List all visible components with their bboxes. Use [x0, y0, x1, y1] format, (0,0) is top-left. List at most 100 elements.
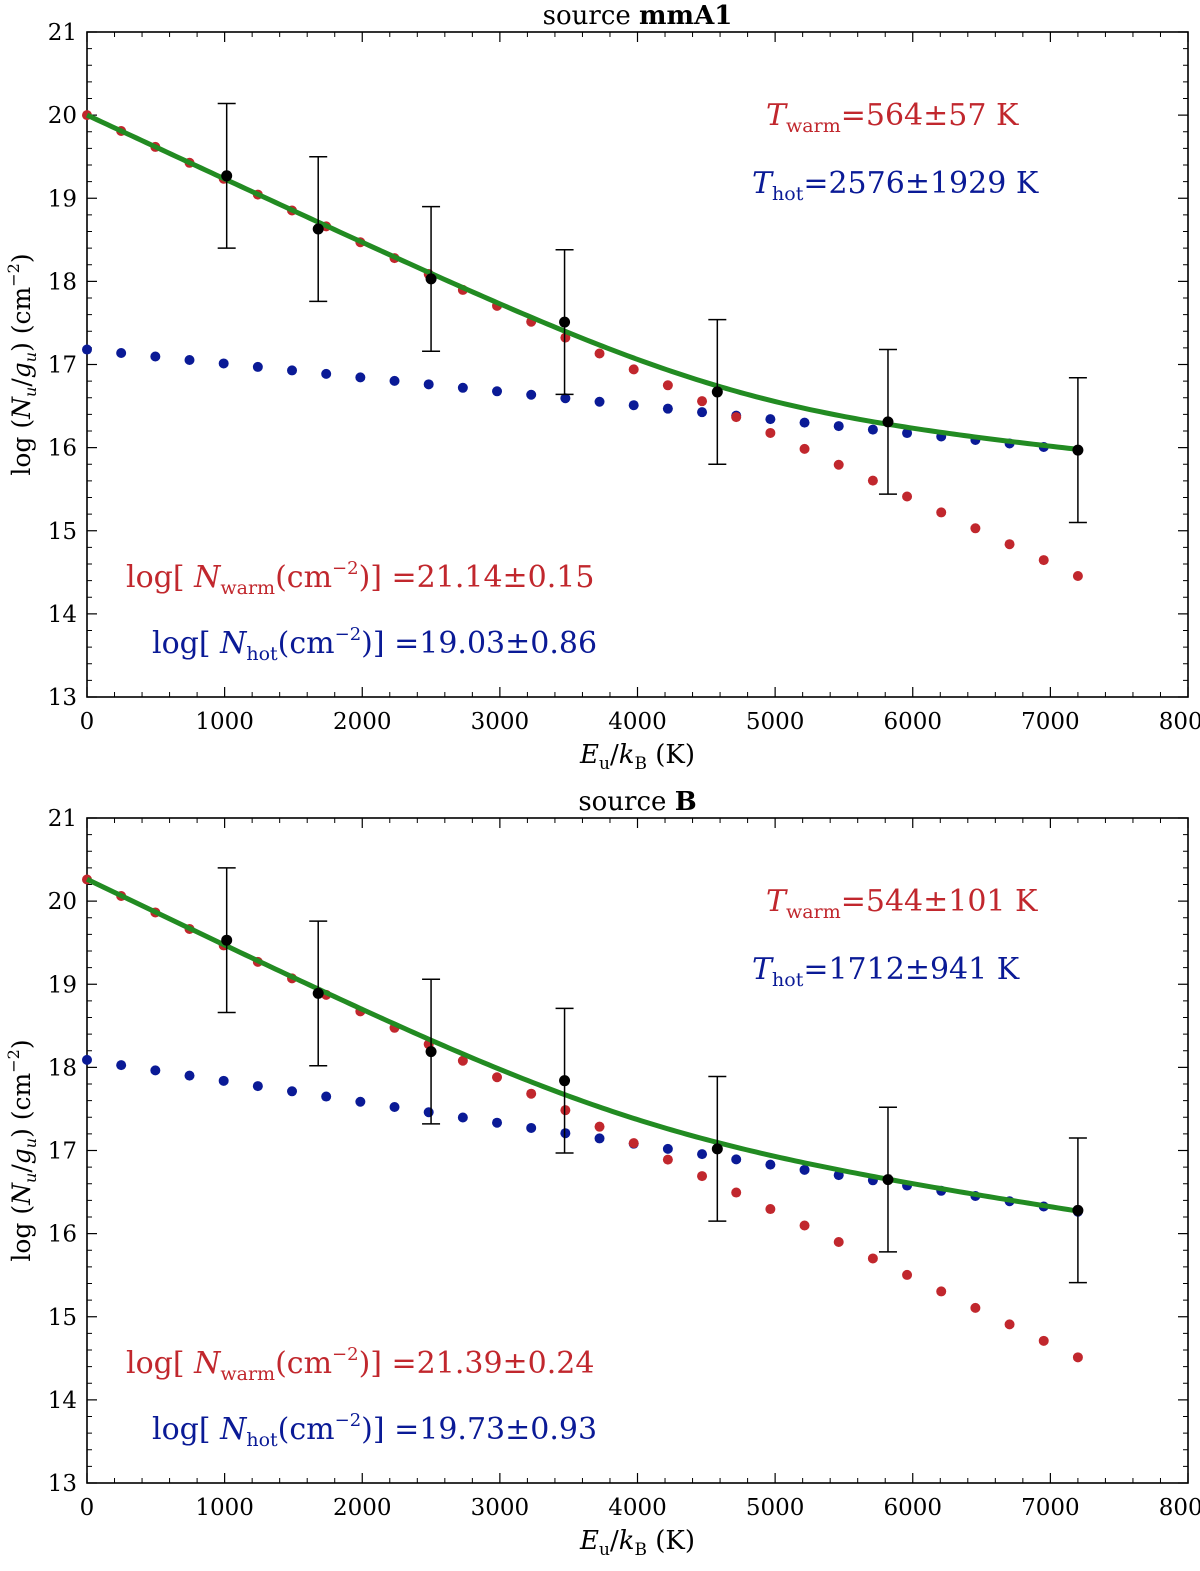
- n-warm-annotation: log[ Nwarm(cm−2)] =21.39±0.24: [126, 1344, 594, 1385]
- hot-model-point: [902, 428, 913, 439]
- t-hot-annotation: Thot=2576±1929 K: [752, 166, 1039, 205]
- observed-point: [711, 1143, 723, 1155]
- hot-model-point: [628, 400, 639, 411]
- hot-model-point: [150, 351, 161, 362]
- warm-model-point: [1072, 570, 1083, 581]
- total-fit-curve: [85, 877, 1079, 1214]
- y-tick-label: 17: [48, 1139, 77, 1165]
- x-tick-label: 1000: [195, 709, 254, 735]
- warm-model-point: [1004, 1319, 1015, 1330]
- warm-model-point: [902, 491, 913, 502]
- hot-model-point: [321, 368, 332, 379]
- hot-model-point: [799, 417, 810, 428]
- y-axis-label: log (Nu/gu) (cm−2): [4, 1039, 40, 1261]
- hot-model-point: [184, 1070, 195, 1081]
- n-hot-annotation: log[ Nhot(cm−2)] =19.73±0.93: [152, 1410, 597, 1451]
- y-tick-label: 16: [48, 1222, 77, 1248]
- warm-model-point: [594, 1121, 605, 1132]
- warm-model-point: [765, 427, 776, 438]
- y-tick-label: 13: [48, 1471, 77, 1497]
- warm-model-point: [970, 1302, 981, 1313]
- x-axis-label: Eu/kB (K): [579, 740, 695, 774]
- observed-point: [882, 416, 894, 428]
- y-tick-label: 19: [48, 972, 77, 998]
- x-tick-label: 0: [80, 1495, 95, 1521]
- y-tick-label: 20: [48, 889, 77, 915]
- observed-point: [221, 170, 233, 182]
- hot-model-point: [799, 1164, 810, 1175]
- warm-model-point: [867, 475, 878, 486]
- warm-model-point: [799, 443, 810, 454]
- observed-point: [882, 1174, 894, 1186]
- warm-model-point: [628, 364, 639, 375]
- warm-model-point: [765, 1204, 776, 1215]
- hot-model-point: [184, 354, 195, 365]
- observed-point: [559, 1075, 571, 1087]
- hot-model-point: [560, 1128, 571, 1139]
- x-axis-label: Eu/kB (K): [579, 1526, 695, 1560]
- axis-ticks: [86, 31, 1189, 698]
- warm-model-point: [1038, 555, 1049, 566]
- hot-model-point: [662, 403, 673, 414]
- x-tick-label: 8000: [1159, 1495, 1200, 1521]
- hot-model-point: [492, 386, 503, 397]
- warm-model-point: [457, 1055, 468, 1066]
- observed-point: [312, 223, 324, 235]
- hot-model-point: [287, 365, 298, 376]
- panel-B: 0 1000 2000 3000 4000 5000 6000 7000 8000 13 14 15 1…: [4, 787, 1200, 1560]
- observed-point: [425, 273, 437, 285]
- t-warm-annotation: Twarm=544±101 K: [766, 884, 1038, 923]
- y-tick-label: 16: [48, 436, 77, 462]
- warm-model-point: [731, 1187, 742, 1198]
- hot-model-point: [82, 1054, 92, 1065]
- warm-model-point: [697, 396, 708, 407]
- y-tick-label: 18: [48, 1055, 77, 1081]
- x-tick-label: 5000: [746, 709, 805, 735]
- x-tick-label: 4000: [608, 709, 667, 735]
- y-tick-label: 21: [48, 20, 77, 46]
- x-tick-label: 5000: [746, 1495, 805, 1521]
- warm-model-point: [526, 1088, 537, 1099]
- hot-model-point: [560, 393, 571, 404]
- hot-model-point: [731, 1154, 742, 1165]
- title-prefix: source: [578, 787, 674, 817]
- warm-model-point: [697, 1171, 708, 1182]
- warm-model-point: [628, 1138, 639, 1149]
- hot-model-point: [82, 344, 92, 355]
- warm-model-point: [662, 1154, 673, 1165]
- hot-model-point: [662, 1143, 673, 1154]
- y-tick-label: 18: [48, 269, 77, 295]
- y-axis-label: log (Nu/gu) (cm−2): [4, 253, 40, 475]
- observed-point: [1072, 444, 1084, 456]
- hot-model-point: [116, 1060, 127, 1071]
- warm-model-point: [1038, 1335, 1049, 1346]
- y-tick-label: 20: [48, 103, 77, 129]
- warm-model-point: [1004, 539, 1015, 550]
- observed-series: [217, 102, 1087, 524]
- hot-model-point: [765, 414, 776, 425]
- warm-model-point: [936, 507, 947, 518]
- hot-model-point: [389, 375, 400, 386]
- observed-point: [559, 316, 571, 328]
- hot-model-point: [526, 1122, 537, 1133]
- hot-model-point: [355, 372, 366, 383]
- warm-model-point: [833, 1236, 844, 1247]
- x-tick-label: 7000: [1021, 1495, 1080, 1521]
- warm-model-point: [560, 1105, 571, 1116]
- x-tick-label: 8000: [1159, 709, 1200, 735]
- hot-model-point: [389, 1102, 400, 1113]
- hot-model-point: [218, 1075, 229, 1086]
- hot-component-series: [82, 1054, 1083, 1217]
- hot-model-point: [697, 1149, 708, 1160]
- y-tick-label: 15: [48, 1305, 77, 1331]
- panel-mmA1: 0 1000 2000 3000 4000 5000 6000 7000 8000 13 14 15 1…: [4, 1, 1200, 774]
- title-source-name: B: [675, 787, 697, 817]
- n-hot-annotation: log[ Nhot(cm−2)] =19.03±0.86: [152, 624, 597, 665]
- y-tick-label: 14: [48, 602, 77, 628]
- warm-model-point: [799, 1220, 810, 1231]
- title-source-name: mmA1: [639, 1, 732, 31]
- chart-title: source B: [578, 787, 696, 817]
- hot-model-point: [526, 389, 537, 400]
- hot-model-point: [492, 1117, 503, 1128]
- observed-point: [312, 987, 324, 999]
